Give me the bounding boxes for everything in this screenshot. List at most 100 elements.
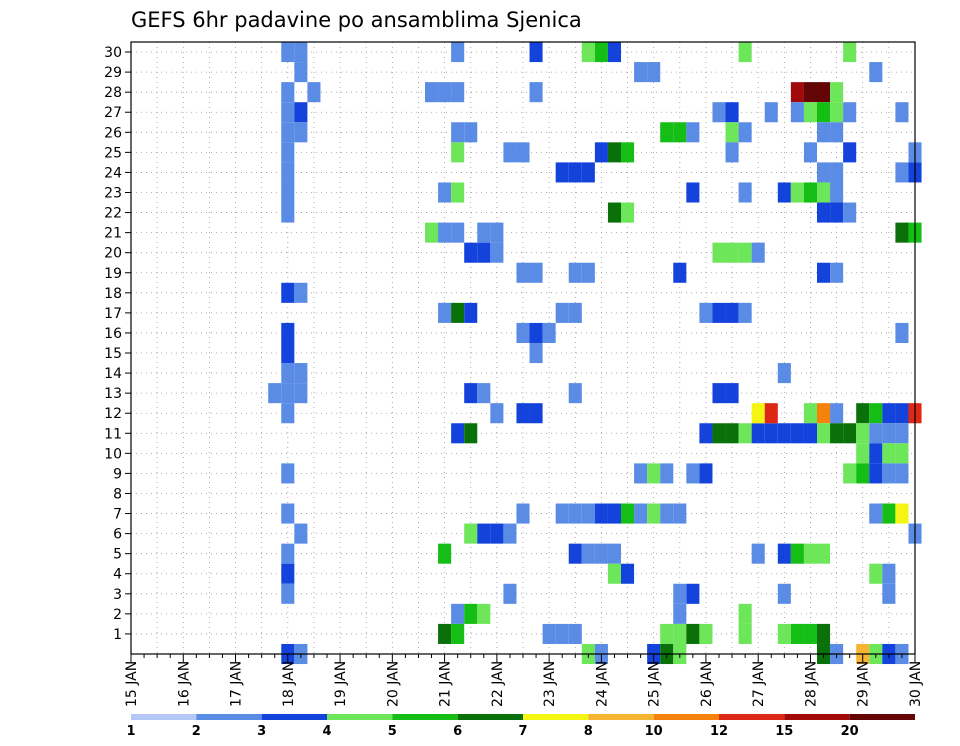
heatmap-cell bbox=[660, 503, 674, 524]
colorbar-label: 12 bbox=[710, 724, 728, 739]
heatmap-cell bbox=[777, 543, 791, 564]
y-tick-label: 16 bbox=[104, 326, 122, 342]
heatmap-cell bbox=[790, 623, 804, 644]
heatmap-cell bbox=[607, 142, 621, 163]
heatmap-cell bbox=[830, 262, 844, 283]
heatmap-cell bbox=[712, 102, 726, 123]
heatmap-cell bbox=[294, 102, 308, 123]
heatmap-cell bbox=[438, 182, 452, 203]
heatmap-cell bbox=[830, 182, 844, 203]
heatmap-cell bbox=[882, 563, 896, 584]
heatmap-cell bbox=[281, 503, 295, 524]
heatmap-cell bbox=[516, 503, 530, 524]
y-tick-label: 14 bbox=[104, 366, 122, 382]
y-tick-label: 22 bbox=[104, 206, 122, 222]
y-tick-label: 1 bbox=[113, 627, 122, 643]
heatmap-cell bbox=[281, 543, 295, 564]
heatmap-cell bbox=[817, 623, 831, 644]
heatmap-cell bbox=[725, 142, 739, 163]
heatmap-cell bbox=[882, 403, 896, 424]
y-tick-label: 8 bbox=[113, 486, 122, 502]
heatmap-cell bbox=[477, 603, 491, 624]
heatmap-cell bbox=[607, 42, 621, 63]
y-tick-label: 27 bbox=[104, 105, 122, 121]
heatmap-cell bbox=[451, 302, 465, 323]
heatmap-cell bbox=[673, 583, 687, 604]
colorbar-label: 6 bbox=[453, 724, 462, 739]
heatmap-cell bbox=[477, 523, 491, 544]
heatmap-cell bbox=[895, 403, 909, 424]
heatmap-cell bbox=[790, 82, 804, 103]
heatmap-cell bbox=[594, 142, 608, 163]
y-tick-label: 5 bbox=[113, 547, 122, 563]
y-tick-label: 30 bbox=[104, 45, 122, 61]
heatmap-cell bbox=[751, 423, 765, 444]
heatmap-cell bbox=[294, 282, 308, 303]
y-axis: 1234567891011121314151617181920212223242… bbox=[104, 45, 131, 643]
heatmap-cell bbox=[764, 423, 778, 444]
y-tick-label: 12 bbox=[104, 406, 122, 422]
heatmap-cell bbox=[568, 543, 582, 564]
heatmap-cell bbox=[568, 503, 582, 524]
heatmap-cell bbox=[516, 322, 530, 343]
x-tick-label: 19 JAN bbox=[333, 661, 349, 707]
heatmap-cell bbox=[594, 42, 608, 63]
colorbar-segment bbox=[327, 714, 393, 720]
heatmap-cell bbox=[294, 62, 308, 83]
heatmap-cell bbox=[843, 142, 857, 163]
heatmap-cell bbox=[686, 182, 700, 203]
heatmap-cell bbox=[843, 42, 857, 63]
heatmap-cell bbox=[568, 162, 582, 183]
y-tick-label: 29 bbox=[104, 65, 122, 81]
heatmap-cell bbox=[869, 443, 883, 464]
heatmap-cell bbox=[281, 463, 295, 484]
heatmap-cell bbox=[594, 503, 608, 524]
heatmap-cell bbox=[817, 162, 831, 183]
colorbar-segment bbox=[196, 714, 262, 720]
heatmap-cell bbox=[699, 302, 713, 323]
heatmap-cell bbox=[555, 503, 569, 524]
heatmap-cell bbox=[451, 623, 465, 644]
colorbar-label: 10 bbox=[645, 724, 663, 739]
heatmap-cell bbox=[621, 202, 635, 223]
heatmap-cell bbox=[869, 403, 883, 424]
heatmap-cell bbox=[817, 182, 831, 203]
x-tick-label: 26 JAN bbox=[699, 661, 715, 707]
heatmap-cell bbox=[777, 363, 791, 384]
heatmap-cell bbox=[281, 82, 295, 103]
heatmap-cell bbox=[425, 222, 439, 243]
heatmap-cell bbox=[660, 623, 674, 644]
colorbar-segment bbox=[849, 714, 915, 720]
heatmap-cell bbox=[281, 162, 295, 183]
y-tick-label: 18 bbox=[104, 286, 122, 302]
colorbar-label: 2 bbox=[192, 724, 201, 739]
heatmap-cell bbox=[281, 142, 295, 163]
heatmap-cell bbox=[869, 503, 883, 524]
colorbar-segment bbox=[261, 714, 327, 720]
x-tick-label: 29 JAN bbox=[856, 661, 872, 707]
heatmap-cell bbox=[738, 423, 752, 444]
heatmap-cell bbox=[725, 383, 739, 404]
heatmap-cell bbox=[451, 42, 465, 63]
heatmap-cell bbox=[281, 182, 295, 203]
heatmap-cell bbox=[438, 543, 452, 564]
heatmap-cell bbox=[294, 523, 308, 544]
heatmap-cell bbox=[830, 122, 844, 143]
cells bbox=[268, 42, 922, 665]
heatmap-cell bbox=[738, 603, 752, 624]
heatmap-cell bbox=[712, 423, 726, 444]
heatmap-cell bbox=[438, 623, 452, 644]
heatmap-cell bbox=[581, 262, 595, 283]
heatmap-cell bbox=[803, 102, 817, 123]
heatmap-cell bbox=[764, 102, 778, 123]
heatmap-cell bbox=[673, 603, 687, 624]
y-tick-label: 7 bbox=[113, 507, 122, 523]
colorbar-segment bbox=[457, 714, 523, 720]
heatmap-cell bbox=[777, 583, 791, 604]
heatmap-cell bbox=[281, 282, 295, 303]
y-tick-label: 25 bbox=[104, 145, 122, 161]
heatmap-cell bbox=[621, 142, 635, 163]
heatmap-cell bbox=[895, 162, 909, 183]
heatmap-cell bbox=[555, 302, 569, 323]
heatmap-cell bbox=[764, 403, 778, 424]
